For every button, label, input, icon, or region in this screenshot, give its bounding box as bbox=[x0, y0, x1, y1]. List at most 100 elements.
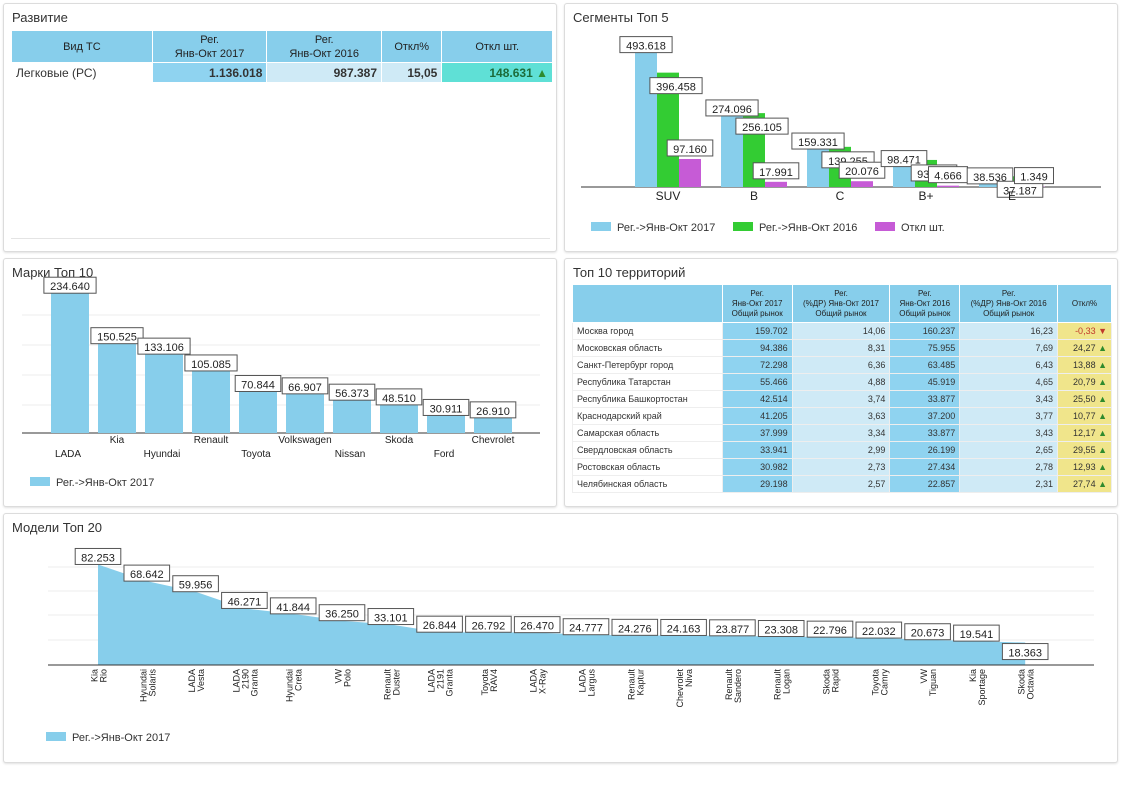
seg-tick-label: E bbox=[1008, 189, 1016, 203]
table-row[interactable]: Легковые (РС) 1.136.018 987.387 15,05 14… bbox=[11, 62, 553, 83]
model-tick-word: Logan bbox=[782, 669, 792, 694]
territory-cell-c: 37.200 bbox=[889, 407, 961, 425]
brand-bar[interactable] bbox=[98, 342, 136, 433]
col-vid-ts[interactable]: Вид ТС bbox=[11, 30, 153, 63]
territory-cell-d: 7,69 bbox=[959, 339, 1059, 357]
seg-data-label: 396.458 bbox=[656, 82, 696, 94]
seg-legend-label[interactable]: Рег.->Янв-Окт 2016 bbox=[759, 222, 857, 234]
model-tick-word: Toyota bbox=[480, 669, 490, 696]
seg-data-label-box bbox=[880, 150, 928, 168]
territory-col-header[interactable] bbox=[572, 284, 723, 323]
brand-bar[interactable] bbox=[239, 390, 277, 433]
table-row[interactable]: Челябинская область 29.198 2,57 22.857 2,31 2… bbox=[572, 475, 1112, 493]
model-tick-label: Skoda Rapid bbox=[822, 669, 841, 695]
seg-bar[interactable] bbox=[635, 44, 657, 187]
territory-cell-c: 160.237 bbox=[889, 322, 961, 340]
table-row[interactable]: Свердловская область 33.941 2,99 26.199 2,65… bbox=[572, 441, 1112, 459]
seg-tick-label: SUV bbox=[656, 189, 681, 203]
arrow-up-icon: ▲ bbox=[1095, 360, 1107, 370]
territory-cell-c: 45.919 bbox=[889, 373, 961, 391]
territory-col-header[interactable]: Откл% bbox=[1057, 284, 1112, 323]
seg-data-label: 1.349 bbox=[1020, 172, 1048, 184]
brand-bar[interactable] bbox=[333, 399, 371, 433]
marki-title: Марки Топ 10 bbox=[12, 265, 94, 280]
seg-bar[interactable] bbox=[937, 185, 959, 187]
brand-bar[interactable] bbox=[427, 414, 465, 433]
seg-data-label: 37.187 bbox=[1003, 185, 1037, 197]
table-row[interactable]: Самарская область 37.999 3,34 33.877 3,43 12,… bbox=[572, 424, 1112, 442]
seg-tick-label: C bbox=[836, 189, 845, 203]
seg-data-label-box bbox=[619, 36, 673, 54]
seg-bar[interactable] bbox=[851, 181, 873, 187]
territory-cell-d: 3,43 bbox=[959, 390, 1059, 408]
segments-chart: 493.618 396.458 97.160 SUV 274.096 256.105 17.… bbox=[581, 36, 1101, 234]
seg-bar[interactable] bbox=[765, 181, 787, 187]
model-tick-word: 2190 bbox=[240, 669, 250, 689]
brands-chart: 234.640 LADA 150.525 Kia 133.106 Hyundai 105.0… bbox=[22, 276, 540, 489]
brand-bar[interactable] bbox=[192, 369, 230, 433]
seg-data-label-box bbox=[735, 117, 789, 135]
col-reg-2016[interactable]: Рег. Янв-Окт 2016 bbox=[266, 30, 383, 63]
model-tick-label: Renault Kaptur bbox=[626, 669, 645, 701]
territory-cell-c: 22.857 bbox=[889, 475, 961, 493]
territory-cell-e: 13,88 ▲ bbox=[1057, 356, 1112, 374]
brand-bar[interactable] bbox=[380, 403, 418, 433]
brand-data-label-box bbox=[328, 383, 376, 401]
table-row[interactable]: Московская область 94.386 8,31 75.955 7,69 24… bbox=[572, 339, 1112, 357]
model-data-label-box bbox=[855, 621, 903, 639]
brand-data-label-box bbox=[281, 377, 329, 395]
col-otkl-pct[interactable]: Откл% bbox=[381, 30, 443, 63]
model-tick-label: LADA X-Ray bbox=[529, 669, 548, 695]
territory-pct-value: 27,74 bbox=[1073, 479, 1096, 489]
territory-pct-value: 12,17 bbox=[1073, 428, 1096, 438]
brand-data-label: 48.510 bbox=[382, 393, 416, 405]
territory-cell-b: 2,57 bbox=[791, 475, 891, 493]
territory-cell-c: 33.877 bbox=[889, 390, 961, 408]
territory-col-header[interactable]: Рег. Янв-Окт 2017 Общий рынок bbox=[721, 284, 793, 323]
brand-legend-label[interactable]: Рег.->Янв-Окт 2017 bbox=[56, 477, 154, 489]
territory-col-header[interactable]: Рег. (%ДР) Янв-Окт 2017 Общий рынок bbox=[791, 284, 891, 323]
model-data-label-box bbox=[757, 620, 805, 638]
territory-pct-value: 24,27 bbox=[1073, 343, 1096, 353]
model-tick-label: LADA Largus bbox=[578, 669, 597, 697]
model-tick-word: Creta bbox=[294, 669, 304, 691]
table-row[interactable]: Краснодарский край 41.205 3,63 37.200 3,77 10… bbox=[572, 407, 1112, 425]
table-row[interactable]: Ростовская область 30.982 2,73 27.434 2,78 12… bbox=[572, 458, 1112, 476]
model-tick-label: LADA Vesta bbox=[187, 669, 206, 693]
territory-cell-e: 12,17 ▲ bbox=[1057, 424, 1112, 442]
territorii-title: Топ 10 территорий bbox=[573, 265, 686, 280]
model-tick-word: LADA bbox=[427, 669, 437, 693]
model-tick-word: VW bbox=[334, 668, 344, 683]
brand-bar[interactable] bbox=[145, 353, 183, 433]
table-row[interactable]: Москва город 159.702 14,06 160.237 16,23 -0,3… bbox=[572, 322, 1112, 340]
brand-tick-label: Ford bbox=[434, 449, 455, 460]
territory-col-header[interactable]: Рег. Янв-Окт 2016 Общий рынок bbox=[889, 284, 961, 323]
col-otkl-sht[interactable]: Откл шт. bbox=[441, 30, 553, 63]
model-area[interactable] bbox=[98, 564, 1026, 665]
model-data-label: 24.276 bbox=[618, 623, 652, 635]
territory-col-header[interactable]: Рег. (%ДР) Янв-Окт 2016 Общий рынок bbox=[959, 284, 1059, 323]
model-tick-label: Hyundai Solaris bbox=[138, 669, 157, 703]
model-data-label-box bbox=[416, 615, 463, 633]
table-row[interactable]: Санкт-Петербург город 72.298 6,36 63.485 6,4… bbox=[572, 356, 1112, 374]
model-tick-word: Largus bbox=[587, 669, 597, 697]
model-data-label-box bbox=[806, 620, 854, 638]
territory-cell-name: Московская область bbox=[572, 339, 723, 357]
seg-legend-label[interactable]: Откл шт. bbox=[901, 222, 945, 234]
table-row[interactable]: Республика Татарстан 55.466 4,88 45.919 4,65… bbox=[572, 373, 1112, 391]
seg-data-label-box bbox=[752, 162, 800, 180]
brand-bar[interactable] bbox=[474, 416, 512, 433]
col-reg-2017[interactable]: Рег. Янв-Окт 2017 bbox=[151, 30, 268, 63]
modeli-panel: Модели Топ 20 82.253 Kia Rio 68.642 Hyundai S… bbox=[3, 513, 1118, 763]
brand-bar[interactable] bbox=[51, 292, 89, 433]
seg-bar[interactable] bbox=[657, 72, 679, 187]
seg-legend-label[interactable]: Рег.->Янв-Окт 2017 bbox=[617, 222, 715, 234]
table-row[interactable]: Республика Башкортостан 42.514 3,74 33.877 3… bbox=[572, 390, 1112, 408]
model-tick-word: Solaris bbox=[147, 669, 157, 697]
brand-bar[interactable] bbox=[286, 392, 324, 433]
model-data-label: 41.844 bbox=[276, 602, 310, 614]
territory-cell-b: 8,31 bbox=[791, 339, 891, 357]
model-legend-label[interactable]: Рег.->Янв-Окт 2017 bbox=[72, 732, 170, 744]
seg-bar[interactable] bbox=[679, 158, 701, 187]
